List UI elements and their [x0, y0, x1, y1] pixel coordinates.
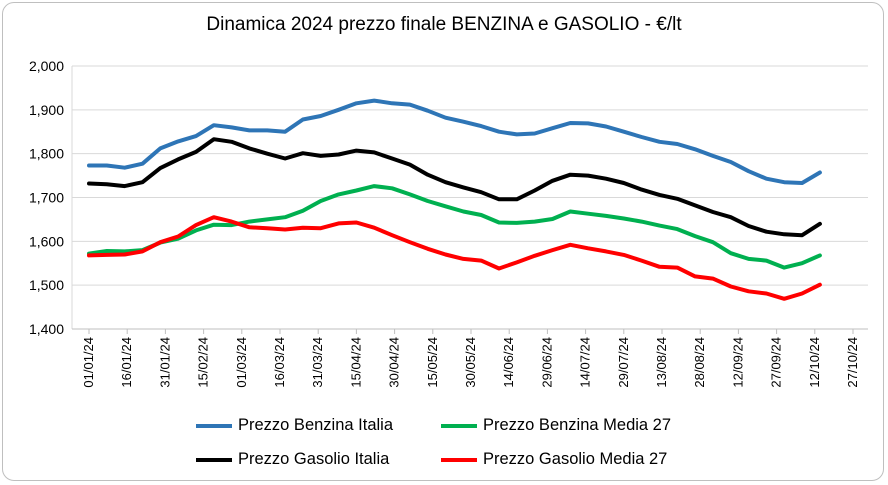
legend: Prezzo Benzina Italia Prezzo Benzina Med… — [0, 412, 888, 476]
x-tick-label: 28/08/24 — [692, 337, 707, 388]
legend-label: Prezzo Gasolio Media 27 — [483, 450, 668, 468]
y-tick-label: 2,000 — [29, 58, 64, 74]
y-tick-label: 1,800 — [29, 146, 64, 162]
x-tick-label: 27/10/24 — [845, 337, 860, 388]
series-line-prezzo-gasolio-media-27 — [87, 215, 822, 301]
x-tick-label: 01/01/24 — [81, 337, 96, 388]
x-tick-label: 13/08/24 — [654, 337, 669, 388]
x-axis-ticks: 01/01/24 16/01/24 31/01/24 15/02/24 01/03/24… — [81, 329, 860, 388]
series-lines — [87, 98, 822, 301]
grid-lines — [71, 65, 868, 330]
legend-swatch-gasolio-media — [441, 457, 477, 462]
y-tick-label: 1,500 — [29, 277, 64, 293]
legend-item-benzina-media: Prezzo Benzina Media 27 — [441, 416, 671, 435]
legend-label: Prezzo Gasolio Italia — [238, 450, 390, 468]
legend-label: Prezzo Benzina Italia — [238, 416, 394, 434]
x-tick-label: 12/10/24 — [807, 337, 822, 388]
x-tick-label: 31/01/24 — [157, 337, 172, 388]
legend-item-gasolio-media: Prezzo Gasolio Media 27 — [441, 450, 667, 469]
x-tick-label: 29/06/24 — [539, 337, 554, 388]
x-tick-label: 12/09/24 — [730, 337, 745, 388]
x-tick-label: 27/09/24 — [769, 337, 784, 388]
legend-item-gasolio-italia: Prezzo Gasolio Italia — [196, 450, 389, 469]
x-tick-label: 14/07/24 — [578, 337, 593, 388]
x-tick-label: 30/04/24 — [387, 337, 402, 388]
legend-swatch-benzina-italia — [196, 423, 232, 428]
legend-swatch-benzina-media — [441, 423, 477, 428]
series-line-prezzo-gasolio-italia — [87, 137, 822, 238]
legend-item-benzina-italia: Prezzo Benzina Italia — [196, 416, 393, 435]
x-tick-label: 16/03/24 — [272, 337, 287, 388]
x-tick-label: 30/05/24 — [463, 337, 478, 388]
x-tick-label: 15/04/24 — [348, 337, 363, 388]
x-tick-label: 15/05/24 — [425, 337, 440, 388]
y-tick-label: 1,600 — [29, 233, 64, 249]
x-tick-label: 01/03/24 — [234, 337, 249, 388]
legend-label: Prezzo Benzina Media 27 — [483, 416, 672, 434]
y-tick-label: 1,900 — [29, 102, 64, 118]
x-tick-label: 16/01/24 — [119, 337, 134, 388]
chart-title: Dinamica 2024 prezzo finale BENZINA e GA… — [206, 14, 682, 35]
y-tick-label: 1,700 — [29, 190, 64, 206]
x-tick-label: 29/07/24 — [616, 337, 631, 388]
x-tick-label: 31/03/24 — [310, 337, 325, 388]
legend-swatch-gasolio-italia — [196, 457, 232, 462]
x-tick-label: 15/02/24 — [196, 337, 211, 388]
y-tick-label: 1,400 — [29, 321, 64, 337]
series-line-prezzo-benzina-media-27 — [87, 184, 822, 270]
x-tick-label: 14/06/24 — [501, 337, 516, 388]
y-axis-ticks: 1,400 1,500 1,600 1,700 1,800 1,900 2,000 — [29, 58, 64, 337]
series-line-prezzo-benzina-italia — [87, 98, 822, 185]
